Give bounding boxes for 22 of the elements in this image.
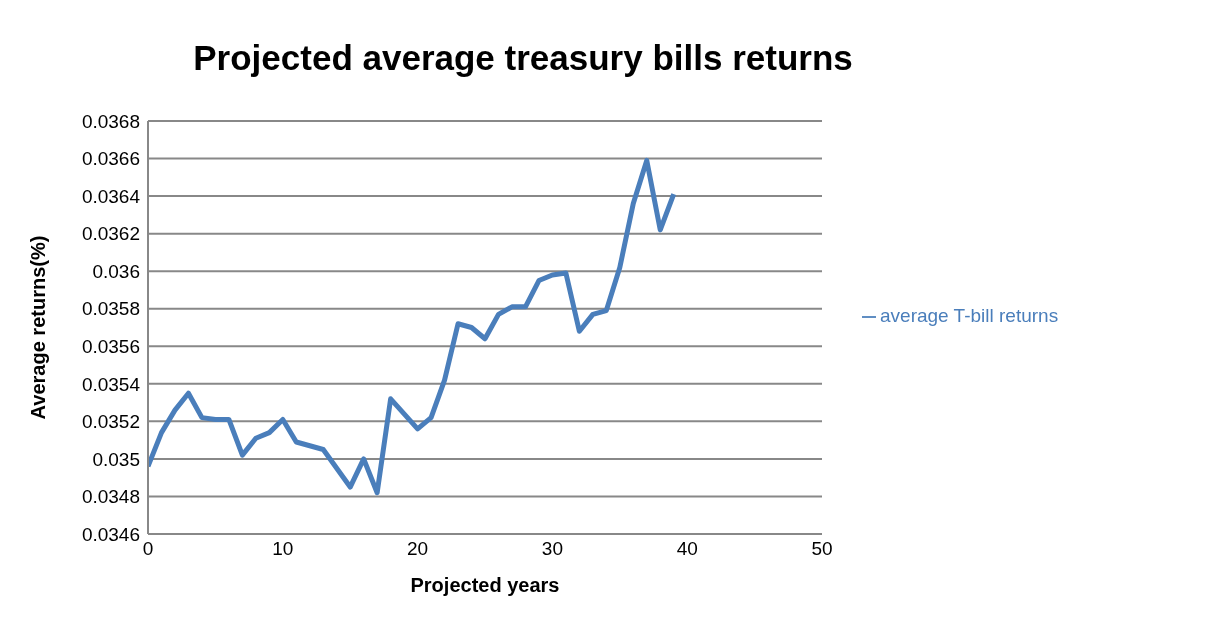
- y-tick-label: 0.035: [92, 448, 140, 470]
- y-tick-label: 0.036: [92, 260, 140, 282]
- y-tick-label: 0.0364: [81, 185, 141, 207]
- x-tick-label: 30: [541, 538, 563, 560]
- y-axis-title: Average returns(%): [27, 235, 50, 420]
- y-tick-label: 0.0352: [81, 411, 140, 433]
- y-tick-label: 0.0348: [81, 486, 140, 508]
- x-axis-title: Projected years: [410, 574, 560, 596]
- legend-label: average T-bill returns: [880, 305, 1059, 326]
- x-tick-label: 0: [142, 538, 154, 560]
- y-tick-label: 0.0362: [81, 223, 140, 245]
- y-tick-label: 0.0354: [81, 373, 141, 395]
- x-tick-label: 50: [811, 538, 833, 560]
- x-tick-label: 10: [272, 538, 294, 560]
- y-tick-label: 0.0366: [81, 148, 140, 170]
- chart-title: Projected average treasury bills returns: [192, 38, 854, 78]
- x-tick-label: 20: [407, 538, 429, 560]
- y-tick-label: 0.0358: [81, 298, 140, 320]
- x-tick-label: 40: [676, 538, 698, 560]
- y-tick-label: 0.0368: [81, 110, 140, 132]
- y-tick-label: 0.0356: [81, 336, 140, 358]
- y-tick-label: 0.0346: [81, 523, 140, 545]
